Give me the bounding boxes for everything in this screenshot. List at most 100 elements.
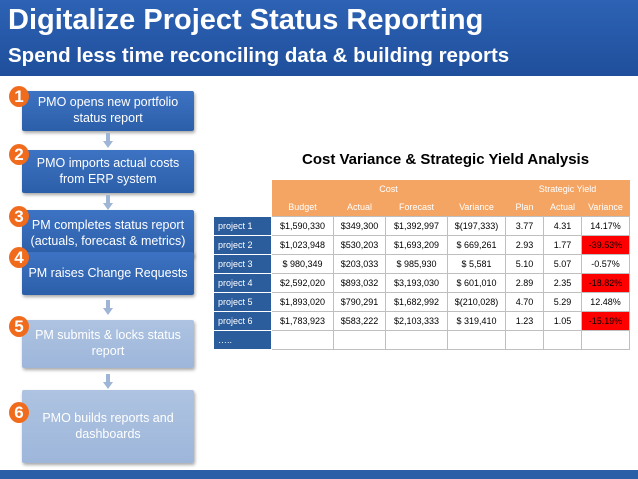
step-4-badge: 4 (9, 247, 29, 268)
column-header: Variance (581, 198, 630, 217)
table-cell: 2.35 (543, 273, 582, 293)
table-cell: $2,103,333 (385, 311, 448, 331)
step-1-text: PMO opens new portfolio status report (37, 95, 179, 125)
table-cell: $893,032 (333, 273, 386, 293)
table-cell: $2,592,020 (271, 273, 334, 293)
column-header: Variance (447, 198, 506, 217)
table-cell: 3.77 (505, 216, 544, 236)
table-cell: 1.77 (543, 235, 582, 255)
table-cell: $ 985,930 (385, 254, 448, 274)
table-cell: $3,193,030 (385, 273, 448, 293)
table-cell: 4.31 (543, 216, 582, 236)
row-header: project 3 (213, 254, 272, 274)
down-arrow-icon (103, 133, 113, 148)
table-cell (543, 330, 582, 350)
table-cell: 2.89 (505, 273, 544, 293)
step-5-badge: 5 (9, 316, 29, 337)
table-cell: 1.23 (505, 311, 544, 331)
row-header: project 2 (213, 235, 272, 255)
row-header: project 6 (213, 311, 272, 331)
table-cell: $1,023,948 (271, 235, 334, 255)
table-corner (214, 198, 272, 217)
down-arrow-icon (103, 195, 113, 210)
group-header-yield: Strategic Yield (505, 180, 630, 198)
step-6-box[interactable]: PMO builds reports and dashboards (22, 390, 194, 463)
column-header: Plan (505, 198, 544, 217)
table-cell: $ 5,581 (447, 254, 506, 274)
table-row: project 3 $ 980,349 $203,033 $ 985,930 $… (213, 254, 630, 274)
table-cell: $ 319,410 (447, 311, 506, 331)
table-cell (385, 330, 448, 350)
table-cell: -0.57% (581, 254, 630, 274)
table-cell: $530,203 (333, 235, 386, 255)
table-cell: $349,300 (333, 216, 386, 236)
column-header: Actual (543, 198, 582, 217)
table-cell: 5.29 (543, 292, 582, 312)
table-row: project 6 $1,783,923 $583,222 $2,103,333… (213, 311, 630, 331)
table-cell (581, 330, 630, 350)
table-cell: $790,291 (333, 292, 386, 312)
column-header: Forecast (385, 198, 448, 217)
row-header-ellipsis: ….. (213, 330, 272, 350)
row-header: project 5 (213, 292, 272, 312)
table-cell: $583,222 (333, 311, 386, 331)
footer-bar (0, 470, 638, 479)
table-cell-negative: -15.19% (581, 311, 630, 331)
step-2-box[interactable]: PMO imports actual costs from ERP system (22, 150, 194, 193)
table-row: project 1 $1,590,330 $349,300 $1,392,997… (213, 216, 630, 236)
table-cell (447, 330, 506, 350)
table-cell: $ 601,010 (447, 273, 506, 293)
table-cell: $ 980,349 (271, 254, 334, 274)
step-1-box[interactable]: PMO opens new portfolio status report (22, 91, 194, 131)
table-cell: $1,893,020 (271, 292, 334, 312)
group-header-cost: Cost (271, 180, 506, 198)
table-cell: $(197,333) (447, 216, 506, 236)
down-arrow-icon (103, 300, 113, 315)
table-cell: $1,392,997 (385, 216, 448, 236)
step-5-text: PM submits & locks status report (35, 328, 181, 358)
step-4-text: PM raises Change Requests (28, 265, 188, 280)
table-cell: $1,682,992 (385, 292, 448, 312)
step-6-badge: 6 (9, 402, 29, 423)
table-cell: $ 669,261 (447, 235, 506, 255)
table-row: project 2 $1,023,948 $530,203 $1,693,209… (213, 235, 630, 255)
step-6-text: PMO builds reports and dashboards (42, 410, 174, 441)
table-cell (271, 330, 334, 350)
header-banner (0, 0, 638, 76)
step-5-box[interactable]: PM submits & locks status report (22, 320, 194, 368)
page-title: Digitalize Project Status Reporting (8, 4, 484, 36)
table-title: Cost Variance & Strategic Yield Analysis (302, 151, 590, 168)
column-header: Actual (333, 198, 386, 217)
table-cell-negative: -39.53% (581, 235, 630, 255)
step-3-badge: 3 (9, 206, 29, 227)
step-1-badge: 1 (9, 86, 29, 107)
table-cell: $(210,028) (447, 292, 506, 312)
table-cell: 1.05 (543, 311, 582, 331)
table-row: project 4 $2,592,020 $893,032 $3,193,030… (213, 273, 630, 293)
row-header: project 1 (213, 216, 272, 236)
down-arrow-icon (103, 374, 113, 389)
table-cell: 2.93 (505, 235, 544, 255)
table-cell: 12.48% (581, 292, 630, 312)
table-cell: 14.17% (581, 216, 630, 236)
table-cell: 5.10 (505, 254, 544, 274)
table-row: ….. (213, 330, 630, 350)
cost-variance-table: Cost Strategic Yield Budget Actual Forec… (213, 180, 630, 350)
row-header: project 4 (213, 273, 272, 293)
step-2-badge: 2 (9, 144, 29, 165)
table-cell: $1,590,330 (271, 216, 334, 236)
table-cell: $203,033 (333, 254, 386, 274)
table-corner (214, 180, 272, 198)
step-4-box[interactable]: PM raises Change Requests (22, 252, 194, 295)
table-row: project 5 $1,893,020 $790,291 $1,682,992… (213, 292, 630, 312)
step-3-text: PM completes status report (actuals, for… (30, 217, 186, 248)
table-cell: 4.70 (505, 292, 544, 312)
table-cell (333, 330, 386, 350)
table-cell: $1,783,923 (271, 311, 334, 331)
step-2-text: PMO imports actual costs from ERP system (36, 155, 180, 186)
step-3-box[interactable]: PM completes status report (actuals, for… (22, 210, 194, 257)
table-cell (505, 330, 544, 350)
page-subtitle: Spend less time reconciling data & build… (8, 44, 510, 67)
table-cell: $1,693,209 (385, 235, 448, 255)
table-cell-negative: -18.82% (581, 273, 630, 293)
